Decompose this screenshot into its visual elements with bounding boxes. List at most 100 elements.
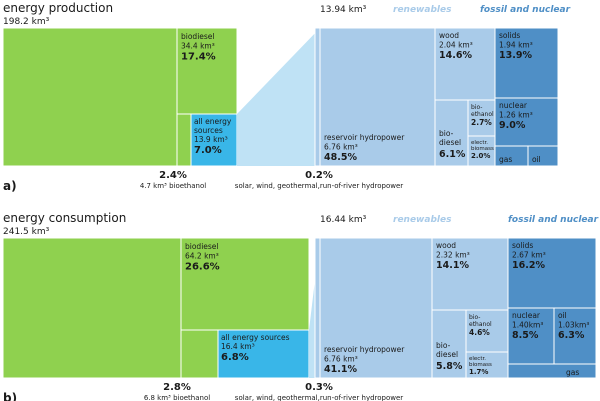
cell-name: gas xyxy=(566,368,579,377)
cell-name: nuclear xyxy=(499,101,528,110)
cell-name: sources xyxy=(194,126,223,135)
cell-name: electr. xyxy=(471,140,488,146)
cell-name: nuclear xyxy=(512,311,541,320)
cell-pct: 48.5% xyxy=(324,152,357,163)
cell-pct: 9.0% xyxy=(499,120,526,131)
cell-name: wood xyxy=(9,0,29,2)
cell-name: all energy xyxy=(194,117,232,126)
cell-value: 64.2 km³ xyxy=(185,252,219,261)
detail-cell-oil xyxy=(527,145,559,167)
detail-cell-biodiesel xyxy=(431,309,467,379)
cell-pct: 14.1% xyxy=(436,260,469,271)
cell-value: 145.1 km³ xyxy=(9,0,48,2)
cell-pct: 4.6% xyxy=(469,328,490,337)
small-renewables-note: solar, wind, geothermal,run-of-river hyd… xyxy=(235,394,404,401)
cell-value: 1.03km³ xyxy=(558,321,589,330)
cell-name: wood xyxy=(436,241,456,250)
cell-value: 6.76 km³ xyxy=(324,143,358,152)
bioethanol-pct: 2.4% xyxy=(159,170,187,181)
cell-pct: 14.6% xyxy=(439,50,472,61)
cell-name: oil xyxy=(558,311,567,320)
detail-total: 13.94 km³ xyxy=(320,5,367,15)
bioethanol-note: 6.8 km³ bioethanol xyxy=(144,394,210,401)
cell-value: 34.4 km³ xyxy=(181,42,215,51)
cell-pct: 2.7% xyxy=(471,118,492,127)
cell-pct: 73.2% xyxy=(9,0,44,3)
treemap-cell-wood xyxy=(2,237,182,379)
cell-pct: 63.8% xyxy=(9,0,44,3)
detail-cell-wood xyxy=(431,237,509,311)
cell-pct: 2.0% xyxy=(471,152,490,160)
detail-cell-solids xyxy=(494,27,559,99)
small-renewables-note: solar, wind, geothermal,run-of-river hyd… xyxy=(235,182,404,190)
cell-name: diesel xyxy=(436,350,458,359)
cell-pct: 16.2% xyxy=(512,260,545,271)
cell-name: ethanol xyxy=(471,111,494,118)
cell-value: 1.40km³ xyxy=(512,321,543,330)
cell-name: ethanol xyxy=(469,321,492,328)
cell-name: solids xyxy=(499,31,520,40)
zoom-connector xyxy=(237,28,320,166)
cell-name: solids xyxy=(512,241,533,250)
cell-value: 13.9 km³ xyxy=(194,135,228,144)
cell-name: oil xyxy=(532,155,541,164)
detail-cell-reservoir xyxy=(319,237,433,379)
detail-cell-oil xyxy=(553,307,597,365)
panel-title: energy consumption xyxy=(3,211,126,225)
cell-pct: 7.0% xyxy=(194,145,222,156)
cell-value: 2.67 km³ xyxy=(512,251,546,260)
detail-cell-small-renewables xyxy=(314,237,321,379)
detail-cell-electrobiomass xyxy=(465,351,509,379)
cell-pct: 41.1% xyxy=(324,364,357,375)
cell-name: bio- xyxy=(439,129,454,138)
bioethanol-pct: 2.8% xyxy=(163,382,191,393)
group-label-fossil: fossil and nuclear xyxy=(480,5,571,15)
treemap-cell-biodiesel xyxy=(180,237,310,331)
cell-name: all energy sources xyxy=(221,333,290,342)
detail-cell-reservoir xyxy=(319,27,436,167)
cell-name: wood xyxy=(9,0,29,2)
cell-pct: 6.1% xyxy=(439,149,466,160)
cell-name: bio- xyxy=(436,341,451,350)
cell-pct: 6.8% xyxy=(221,352,249,363)
treemap-cell-all-energy-sources xyxy=(190,113,238,167)
cell-name: gas xyxy=(499,155,512,164)
cell-value: 1.94 km³ xyxy=(499,41,533,50)
cell-value: 2.04 km³ xyxy=(439,41,473,50)
small-renewables-pct: 0.3% xyxy=(305,382,333,393)
cell-name: reservoir hydropower xyxy=(324,345,405,354)
small-renewables-pct: 0.2% xyxy=(305,170,333,181)
cell-pct: 26.6% xyxy=(185,262,220,273)
detail-cell-small-renewables xyxy=(314,27,321,167)
cell-value: 2.32 km³ xyxy=(436,251,470,260)
panel-title: energy production xyxy=(3,1,113,15)
group-label-fossil: fossil and nuclear xyxy=(508,215,599,225)
cell-name: reservoir hydropower xyxy=(324,133,405,142)
cell-value: 154.1 km³ xyxy=(9,0,48,2)
panel-label: b) xyxy=(3,391,17,401)
treemap-cell-bioethanol xyxy=(180,329,219,379)
cell-name: electr. xyxy=(469,356,486,362)
cell-value: 1.26 km³ xyxy=(499,111,533,120)
cell-name: biodiesel xyxy=(181,32,215,41)
cell-name: biodiesel xyxy=(185,242,219,251)
panel-total: 198.2 km³ xyxy=(3,17,50,27)
group-label-renewables: renewables xyxy=(393,215,452,225)
cell-name: bio- xyxy=(469,314,480,321)
treemap-cell-bioethanol xyxy=(176,113,192,167)
group-label-renewables: renewables xyxy=(393,5,452,15)
cell-pct: 13.9% xyxy=(499,50,532,61)
cell-pct: 1.7% xyxy=(469,368,488,376)
cell-pct: 17.4% xyxy=(181,52,216,63)
treemap-cell-all-energy-sources xyxy=(217,329,310,379)
cell-name: biomass xyxy=(469,362,492,368)
cell-value: 6.76 km³ xyxy=(324,355,358,364)
cell-pct: 6.3% xyxy=(558,330,585,341)
detail-total: 16.44 km³ xyxy=(320,215,367,225)
cell-name: bio- xyxy=(471,104,482,111)
cell-pct: 5.8% xyxy=(436,361,463,372)
bioethanol-note: 4.7 km³ bioethanol xyxy=(140,182,206,190)
